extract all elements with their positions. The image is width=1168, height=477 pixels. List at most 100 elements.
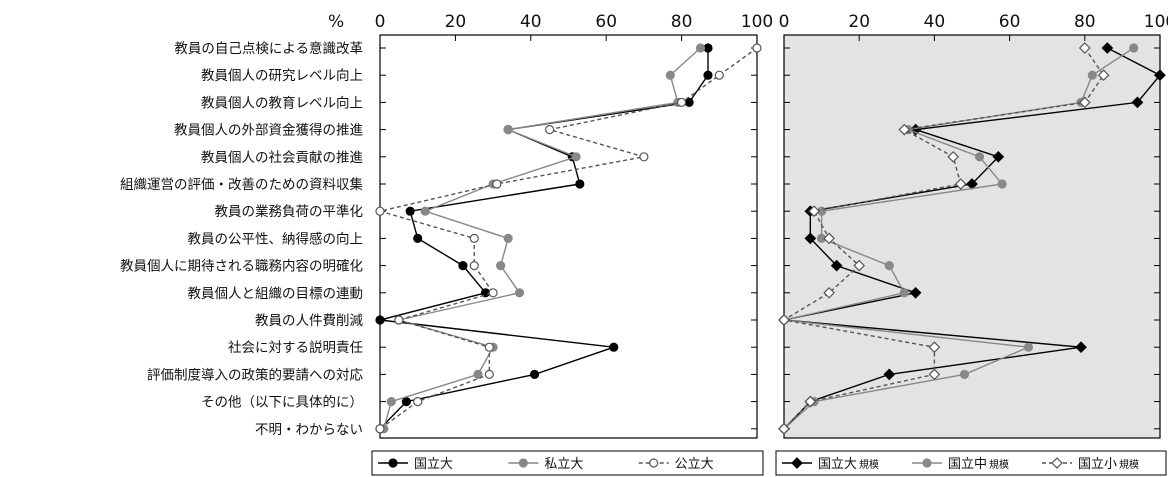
data-point <box>405 206 415 216</box>
category-label: 教員個人の研究レベル向上 <box>201 68 363 84</box>
data-point <box>823 286 835 299</box>
left-panel: 0 20 40 60 80 100 <box>375 12 773 439</box>
data-point <box>503 233 513 243</box>
data-point <box>804 232 817 245</box>
legend-size-label: 規模 <box>989 459 1009 471</box>
data-point <box>514 288 525 298</box>
category-label: 教員個人と組織の目標の連動 <box>188 286 364 302</box>
data-point <box>375 315 385 325</box>
legend-label: 国立中 <box>948 457 987 472</box>
data-point <box>909 286 922 299</box>
x-tick-label: 20 <box>848 12 870 32</box>
data-point <box>649 458 659 468</box>
data-point <box>922 458 932 468</box>
data-point <box>883 368 896 381</box>
data-point <box>1154 69 1166 82</box>
data-point <box>974 152 985 162</box>
data-point <box>469 261 479 271</box>
percent-label: % <box>328 12 344 32</box>
data-point <box>928 341 941 354</box>
data-point <box>1075 341 1087 354</box>
category-label: 教員の業務負荷の平準化 <box>215 204 364 220</box>
data-point <box>752 43 762 53</box>
data-point <box>676 97 687 108</box>
x-tick-label: 0 <box>375 12 386 32</box>
data-point <box>791 457 803 469</box>
data-point <box>484 369 494 379</box>
category-label: 不明・わからない <box>255 422 363 438</box>
data-point <box>928 368 941 381</box>
data-point <box>420 206 430 216</box>
category-label: 社会に対する説明責任 <box>228 340 363 356</box>
data-point <box>1078 96 1091 109</box>
data-point <box>609 342 619 352</box>
data-point <box>898 123 911 136</box>
data-point <box>1097 69 1110 82</box>
data-point <box>778 422 790 435</box>
legend-size-label: 規模 <box>1119 459 1139 471</box>
data-point <box>529 369 540 379</box>
data-point <box>545 125 555 135</box>
data-point <box>853 259 866 272</box>
data-point <box>484 342 494 352</box>
data-point <box>703 70 713 80</box>
category-label: 教員の人件費削減 <box>255 312 363 329</box>
data-point <box>997 179 1007 189</box>
data-point <box>386 397 396 407</box>
legend-label: 私立大 <box>544 457 583 472</box>
data-point <box>778 314 790 326</box>
x-tick-label: 40 <box>924 12 946 32</box>
x-tick-label: 40 <box>520 12 542 32</box>
data-point <box>899 288 909 298</box>
data-point <box>458 261 468 271</box>
category-label: 教員個人に期待される職務内容の明確化 <box>120 258 363 275</box>
data-point <box>413 233 423 243</box>
category-label: 評価制度導入の政策的要請への対応 <box>147 366 363 383</box>
data-point <box>959 369 970 379</box>
data-point <box>1131 96 1144 109</box>
legend-label: 国立小 <box>1078 457 1117 472</box>
data-point <box>703 43 713 53</box>
x-tick-label: 60 <box>999 12 1021 32</box>
data-point <box>473 369 483 379</box>
x-tick-label: 100 <box>741 12 773 32</box>
data-point <box>1078 42 1091 54</box>
legend-box <box>371 450 764 476</box>
category-label: 組織運営の評価・改善のための資料収集 <box>120 177 363 193</box>
category-label: 教員の公平性、納得感の向上 <box>188 230 364 247</box>
data-point <box>665 70 675 80</box>
data-point <box>496 261 506 271</box>
data-point <box>808 205 820 218</box>
right-legend: 国立大 規模 国立中 規模 国立小 規模 <box>775 450 1167 476</box>
x-tick-label: 80 <box>671 12 693 32</box>
data-point <box>503 125 513 135</box>
data-point <box>388 458 398 468</box>
data-point <box>575 179 585 189</box>
category-label: 教員の自己点検による意識改革 <box>174 40 363 57</box>
category-label: 教員個人の社会貢献の推進 <box>201 150 363 166</box>
x-tick-label: 60 <box>595 12 617 32</box>
x-tick-label: 0 <box>779 12 790 32</box>
data-point <box>518 458 528 468</box>
x-tick-label: 20 <box>445 12 467 32</box>
legend-box <box>775 450 1167 476</box>
data-point <box>492 179 502 189</box>
data-point <box>1087 70 1097 80</box>
legend-label: 公立大 <box>675 457 714 472</box>
plot-area <box>379 34 758 439</box>
data-point <box>954 178 967 190</box>
data-point <box>639 152 649 162</box>
data-point <box>823 232 835 245</box>
data-point <box>695 43 706 53</box>
data-point <box>1051 457 1063 469</box>
data-point <box>947 150 960 163</box>
data-point <box>488 288 498 298</box>
legend-label: 国立大 <box>818 457 857 472</box>
category-label: その他（以下に具体的に） <box>201 395 363 411</box>
left-legend: 国立大 私立大 公立大 <box>371 450 764 476</box>
category-labels: 教員の自己点検による意識改革教員個人の研究レベル向上教員個人の教育レベル向上教員… <box>120 40 363 438</box>
data-point <box>1023 342 1034 352</box>
category-label: 教員個人の外部資金獲得の推進 <box>174 122 363 139</box>
data-point <box>375 206 385 216</box>
data-point <box>469 233 479 243</box>
